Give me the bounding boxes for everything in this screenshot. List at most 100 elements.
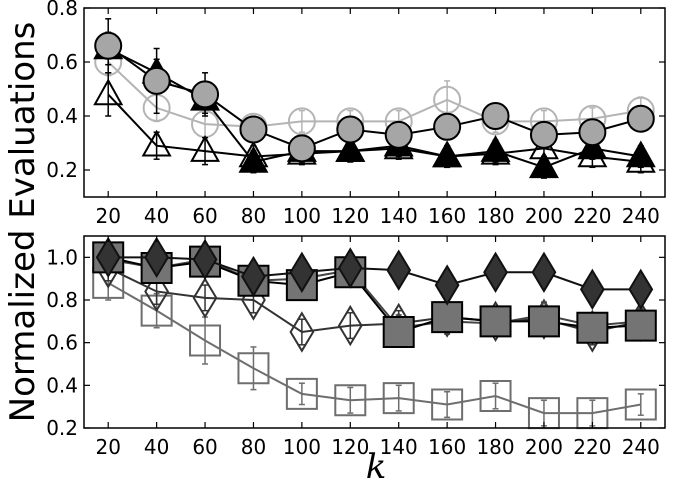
data-point-1-1-2: [192, 277, 218, 319]
data-point-1-4-11: [628, 268, 654, 311]
data-point-0-3-5: [336, 115, 365, 144]
series-0-3: [94, 18, 655, 163]
x-tick-label-0-5: 120: [331, 204, 369, 228]
data-point-1-3-11: [624, 309, 657, 342]
x-tick-label-1-3: 80: [241, 435, 266, 459]
series-line-1-0: [107, 282, 641, 415]
data-point-1-0-11: [624, 388, 657, 421]
data-point-1-4-6: [386, 249, 412, 291]
data-point-1-1-4: [289, 311, 315, 353]
x-tick-label-1-4: 100: [283, 435, 321, 459]
data-point-0-1-1: [141, 129, 172, 157]
top-panel: 0.2 0.4 0.6 0.8 20 40 60 80 100 120 140 160 180 200 22…: [46, 0, 666, 228]
data-point-0-1-2: [190, 135, 221, 162]
x-tick-label-0-3: 80: [241, 204, 266, 228]
data-point-0-1-0: [93, 78, 124, 106]
y-tick-label-0-3: 0.8: [46, 0, 78, 20]
x-tick-label-0-1: 40: [144, 204, 169, 228]
y-tick-label-1-1: 0.4: [46, 373, 78, 397]
data-point-0-3-0: [94, 31, 123, 60]
x-tick-label-0-9: 200: [525, 204, 563, 228]
x-tick-label-1-1: 40: [144, 435, 169, 459]
x-tick-label-0-4: 100: [283, 204, 321, 228]
plot-frame-1: [83, 235, 666, 429]
data-point-1-1-5: [337, 304, 363, 347]
data-point-0-3-1: [142, 66, 171, 95]
series-line-0-0: [107, 61, 641, 128]
data-point-1-0-3: [237, 352, 270, 385]
data-point-1-0-4: [285, 377, 318, 410]
x-tick-label-0-2: 60: [192, 204, 217, 228]
data-point-1-4-1: [144, 236, 170, 279]
y-tick-label-0-2: 0.6: [46, 50, 78, 74]
data-point-0-2-5: [335, 135, 366, 162]
x-tick-label-1-2: 60: [192, 435, 217, 459]
data-point-1-0-8: [479, 380, 512, 412]
series-1-4: [95, 236, 654, 311]
data-point-1-0-6: [382, 382, 415, 415]
x-tick-label-0-0: 20: [95, 204, 120, 228]
data-point-0-3-9: [529, 120, 558, 149]
x-tick-label-1-10: 220: [573, 435, 611, 459]
data-point-1-4-10: [579, 268, 605, 311]
x-axis-label: k: [366, 447, 387, 484]
data-point-1-4-4: [289, 251, 315, 293]
data-point-1-4-5: [337, 247, 363, 289]
data-point-0-2-10: [577, 132, 608, 160]
data-point-1-3-8: [479, 305, 512, 338]
y-tick-label-1-3: 0.8: [46, 288, 78, 312]
x-tick-label-1-7: 160: [428, 435, 466, 459]
data-point-1-4-2: [192, 238, 218, 281]
data-point-0-3-8: [481, 102, 510, 130]
data-point-1-3-6: [382, 316, 415, 348]
data-point-0-3-3: [239, 115, 268, 144]
x-tick-label-0-8: 180: [476, 204, 514, 228]
data-point-0-3-2: [191, 80, 220, 109]
series-line-0-1: [107, 93, 641, 163]
data-point-0-2-8: [480, 135, 511, 162]
data-point-0-3-10: [578, 118, 607, 147]
y-tick-label-0-0: 0.2: [46, 158, 78, 182]
data-point-0-2-11: [625, 140, 656, 168]
data-point-0-2-9: [528, 151, 559, 179]
data-point-0-3-6: [384, 120, 413, 149]
series-0-2: [93, 31, 656, 179]
x-tick-label-0-6: 140: [380, 204, 418, 228]
data-point-0-2-7: [432, 140, 463, 168]
data-point-1-4-8: [483, 251, 508, 293]
data-point-1-4-7: [434, 264, 460, 306]
x-tick-label-0-11: 240: [622, 204, 660, 228]
data-point-0-3-11: [626, 104, 655, 133]
x-tick-label-1-9: 200: [525, 435, 563, 459]
x-tick-label-0-7: 160: [428, 204, 466, 228]
y-tick-label-1-4: 1.0: [46, 245, 78, 269]
data-point-1-4-9: [531, 251, 557, 293]
plot-frame-0: [83, 7, 666, 198]
series-0-0: [94, 47, 655, 141]
y-tick-label-0-1: 0.4: [46, 104, 78, 128]
data-point-1-3-7: [431, 301, 464, 334]
data-point-1-3-9: [527, 305, 560, 338]
data-point-0-2-3: [238, 145, 269, 173]
data-point-0-3-7: [433, 112, 462, 141]
data-point-1-0-1: [140, 294, 173, 327]
y-tick-label-1-2: 0.6: [46, 331, 78, 355]
y-tick-label-1-0: 0.2: [46, 416, 78, 440]
data-point-1-3-10: [576, 311, 609, 344]
series-1-0: [92, 265, 657, 430]
x-tick-label-1-5: 120: [331, 435, 369, 459]
x-tick-label-1-6: 140: [380, 435, 418, 459]
x-tick-label-0-10: 220: [573, 204, 611, 228]
data-point-1-4-3: [241, 255, 266, 298]
data-point-0-3-4: [287, 134, 316, 163]
series-line-0-3: [107, 44, 642, 150]
bottom-panel: 0.2 0.4 0.6 0.8 1.0 20 40 60 80 100 120 140 160 180 20…: [46, 235, 666, 459]
data-point-1-0-7: [431, 388, 464, 421]
x-tick-label-1-8: 180: [476, 435, 514, 459]
data-point-1-0-5: [334, 384, 367, 417]
x-tick-label-1-0: 20: [95, 435, 120, 459]
data-point-1-1-1: [144, 270, 170, 313]
data-point-1-4-0: [95, 236, 121, 279]
y-axis-label: Normalized Evaluations: [3, 22, 43, 423]
